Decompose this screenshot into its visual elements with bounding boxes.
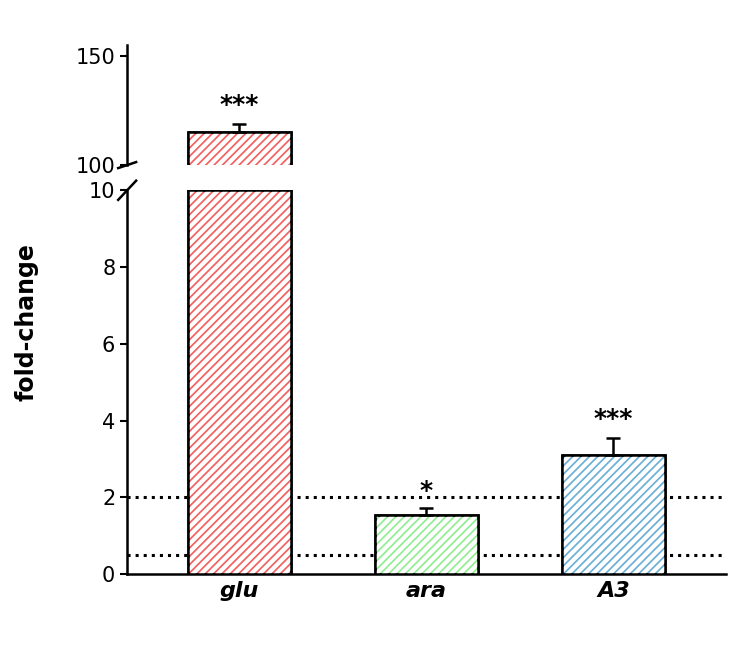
- Bar: [562, 455, 665, 574]
- Bar: [375, 515, 478, 574]
- Bar: [188, 190, 291, 574]
- Text: fold-change: fold-change: [14, 244, 38, 401]
- Bar: [562, 455, 665, 574]
- Bar: [188, 190, 291, 574]
- Bar: [375, 515, 478, 574]
- Bar: [188, 132, 291, 383]
- Text: ***: ***: [594, 407, 633, 431]
- Bar: [188, 132, 291, 383]
- Text: *: *: [420, 479, 433, 503]
- Bar: [188, 190, 291, 574]
- Bar: [562, 455, 665, 574]
- Bar: [188, 132, 291, 383]
- Bar: [375, 515, 478, 574]
- Text: ***: ***: [220, 93, 259, 117]
